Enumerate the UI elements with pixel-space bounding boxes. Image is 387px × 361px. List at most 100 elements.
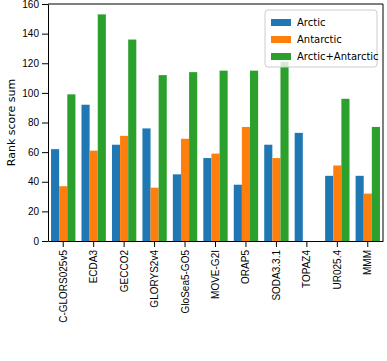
legend-swatch: [271, 19, 291, 26]
legend-label: Arctic: [297, 17, 325, 28]
x-tick: GECCO2: [119, 241, 130, 292]
x-tick: GloSea5-GO5: [180, 241, 191, 313]
x-tick-label: MMM: [362, 250, 373, 275]
y-tick-label: 140: [22, 28, 39, 39]
bar: [364, 194, 372, 241]
x-tick-label: MOVE-G2I: [210, 250, 221, 299]
x-tick-label: UR025.4: [332, 250, 343, 290]
bar: [151, 188, 159, 241]
bar: [173, 174, 181, 241]
y-tick-label: 80: [28, 117, 40, 128]
y-tick: 20: [28, 206, 48, 217]
y-tick-mark: [42, 182, 48, 183]
legend-item: Antarctic: [271, 34, 342, 45]
bar: [112, 145, 120, 241]
x-tick-mark: [276, 241, 277, 247]
bar: [325, 176, 333, 241]
x-tick: MMM: [362, 241, 373, 275]
x-tick-mark: [185, 241, 186, 247]
bar: [142, 128, 150, 241]
bar: [67, 94, 75, 241]
x-tick-label: TOPAZ4: [301, 250, 312, 288]
y-tick-label: 20: [28, 206, 40, 217]
bar: [372, 127, 380, 241]
y-tick-label: 160: [22, 0, 39, 10]
bar: [82, 105, 90, 241]
bar: [264, 145, 272, 241]
y-tick-mark: [42, 152, 48, 153]
bar: [250, 71, 258, 241]
y-axis-title: Rank score sum: [5, 79, 18, 166]
chart: 0 20 40 60 80 100 120 140 160 C-GLORS025v5 ECDA3 GE…: [0, 0, 387, 361]
x-tick: GLORYS2v4: [149, 241, 160, 308]
y-tick: 100: [22, 88, 48, 99]
y-tick-mark: [42, 123, 48, 124]
x-tick: SODA3.3.1: [271, 241, 282, 301]
x-tick-label: SODA3.3.1: [271, 250, 282, 301]
bar: [98, 14, 106, 241]
y-tick-label: 0: [33, 236, 39, 247]
frame: [48, 4, 383, 5]
bar: [242, 127, 250, 241]
bar: [211, 154, 219, 241]
y-tick-mark: [42, 4, 48, 5]
x-tick-mark: [93, 241, 94, 247]
bar: [203, 158, 211, 241]
bar: [333, 165, 341, 241]
x-tick: ECDA3: [88, 241, 99, 283]
y-tick-mark: [42, 63, 48, 64]
legend-item: Arctic: [271, 17, 325, 28]
y-tick: 80: [28, 117, 48, 128]
legend-label: Arctic+Antarctic: [297, 51, 379, 62]
x-tick-label: C-GLORS025v5: [58, 250, 69, 323]
x-tick: C-GLORS025v5: [58, 241, 69, 323]
x-tick: MOVE-G2I: [210, 241, 221, 299]
y-tick-mark: [42, 93, 48, 94]
y-axis-line: [48, 5, 49, 242]
x-tick: TOPAZ4: [301, 241, 312, 288]
y-tick-mark: [42, 211, 48, 212]
bar: [295, 133, 303, 241]
bar: [356, 176, 364, 241]
y-tick: 60: [28, 147, 48, 158]
bar: [181, 139, 189, 241]
legend: Arctic Antarctic Arctic+Antarctic: [265, 10, 379, 67]
x-tick-mark: [124, 241, 125, 247]
bar: [189, 72, 197, 241]
x-tick-mark: [367, 241, 368, 247]
bar: [220, 71, 228, 241]
x-tick-label: GLORYS2v4: [149, 250, 160, 308]
x-tick-mark: [337, 241, 338, 247]
legend-swatch: [271, 53, 291, 60]
x-tick-mark: [154, 241, 155, 247]
y-tick-mark: [42, 241, 48, 242]
bar: [120, 136, 128, 241]
x-tick-mark: [306, 241, 307, 247]
y-tick: 0: [33, 236, 48, 247]
y-tick-label: 100: [22, 88, 39, 99]
bar: [234, 185, 242, 241]
bar: [90, 151, 98, 241]
y-axis: 0 20 40 60 80 100 120 140 160: [22, 0, 48, 247]
x-tick: ORAP5: [240, 241, 251, 284]
y-tick-label: 60: [28, 147, 40, 158]
legend-swatch: [271, 36, 291, 43]
bar: [51, 149, 59, 241]
legend-item: Arctic+Antarctic: [271, 51, 379, 62]
bar: [272, 158, 280, 241]
frame: [383, 4, 384, 241]
x-axis: C-GLORS025v5 ECDA3 GECCO2 GLORYS2v4 GloSea5-…: [49, 241, 384, 323]
y-tick: 120: [22, 58, 48, 69]
plot: 0 20 40 60 80 100 120 140 160 C-GLORS025v5 ECDA3 GE…: [22, 0, 383, 323]
y-tick: 160: [22, 0, 48, 10]
x-tick-mark: [215, 241, 216, 247]
legend-label: Antarctic: [297, 34, 342, 45]
x-tick: UR025.4: [332, 241, 343, 289]
y-tick-mark: [42, 34, 48, 35]
y-tick: 40: [28, 176, 48, 187]
x-tick-mark: [63, 241, 64, 247]
x-tick-label: GloSea5-GO5: [180, 250, 191, 314]
x-tick-label: ORAP5: [240, 250, 251, 284]
bar: [341, 99, 349, 241]
x-tick-label: GECCO2: [119, 250, 130, 293]
